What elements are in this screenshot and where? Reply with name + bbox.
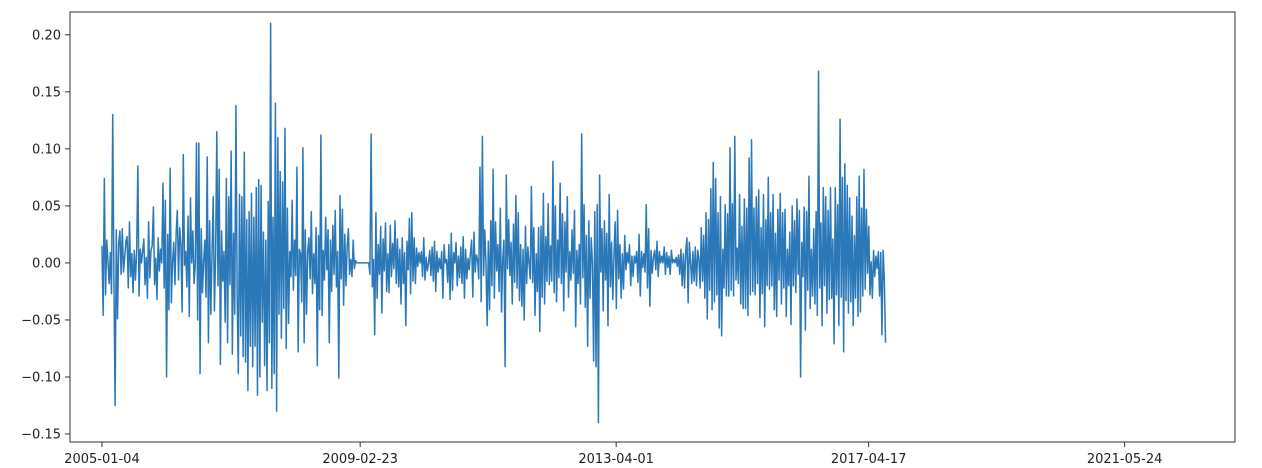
x-tick-label: 2013-04-01 xyxy=(578,452,654,467)
x-tick-label: 2017-04-17 xyxy=(831,452,907,467)
series-line-0 xyxy=(101,22,887,424)
y-tick-label: 0.10 xyxy=(32,142,61,157)
y-tick-label: 0.15 xyxy=(32,85,61,100)
series-layer xyxy=(101,22,887,424)
y-tick-label: −0.15 xyxy=(21,428,61,443)
y-axis: 0.20 0.15 0.10 0.05 0.00 −0.05 −0.10 −0.15 xyxy=(21,28,70,443)
y-tick-label: 0.20 xyxy=(32,28,61,43)
x-tick-label: 2021-05-24 xyxy=(1087,452,1163,467)
x-tick-label: 2009-02-23 xyxy=(322,452,398,467)
y-tick-label: 0.05 xyxy=(32,199,61,214)
y-tick-label: 0.00 xyxy=(32,256,61,271)
plot-area xyxy=(70,12,1235,442)
x-axis: 2005-01-04 2009-02-23 2013-04-01 2017-04-17… xyxy=(64,442,1162,467)
plot-frame xyxy=(69,11,1236,443)
x-tick-label: 2005-01-04 xyxy=(64,452,140,467)
y-tick-label: −0.05 xyxy=(21,313,61,328)
y-tick-label: −0.10 xyxy=(21,370,61,385)
